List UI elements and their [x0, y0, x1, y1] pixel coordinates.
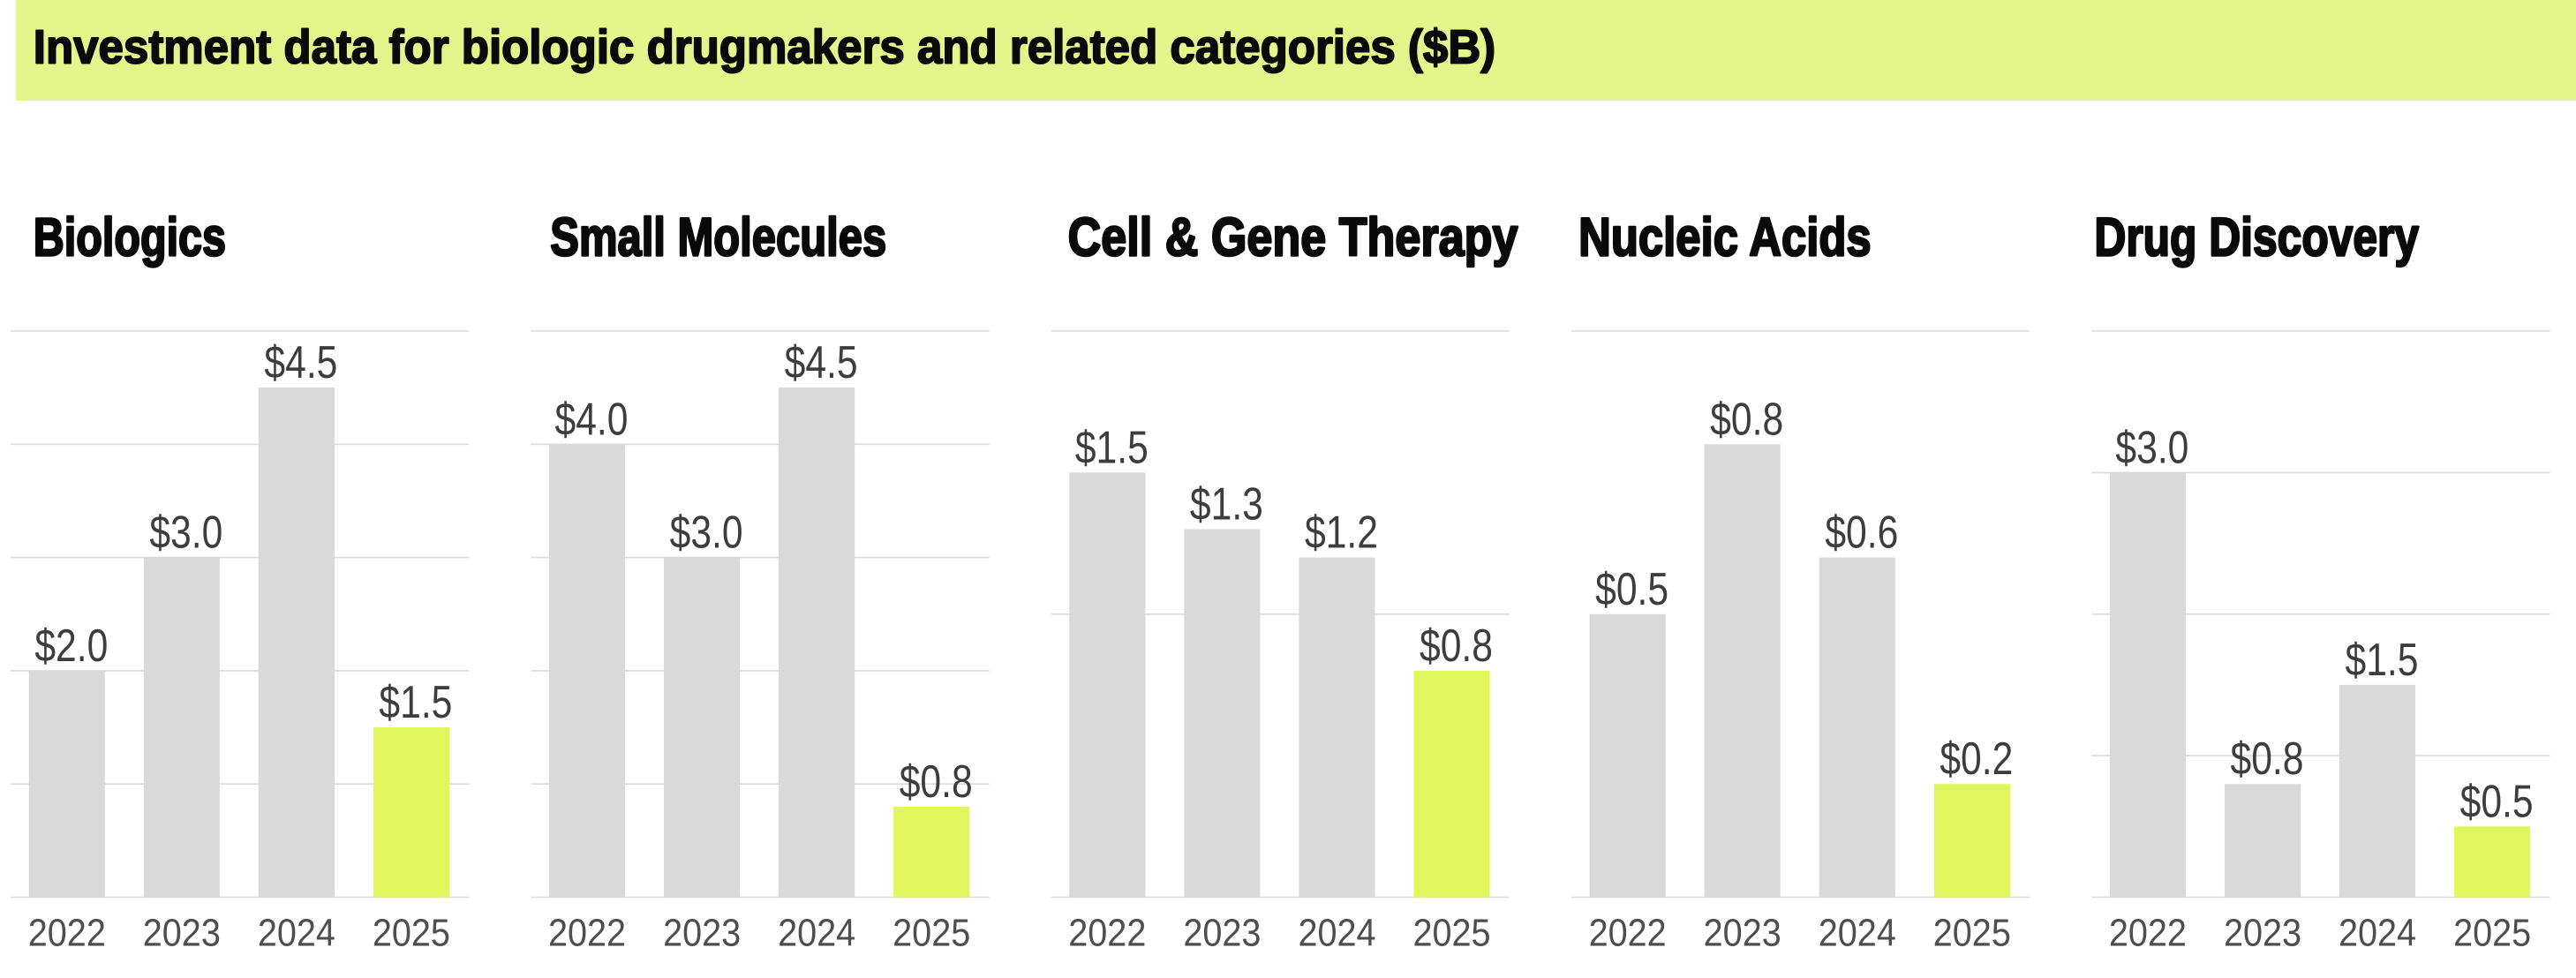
svg-text:$0.8: $0.8 [900, 756, 973, 808]
svg-text:2022: 2022 [28, 910, 106, 953]
svg-text:$0.5: $0.5 [1595, 564, 1668, 615]
svg-text:$0.8: $0.8 [1420, 621, 1493, 672]
svg-text:2025: 2025 [893, 910, 970, 953]
svg-text:2025: 2025 [2453, 910, 2531, 953]
svg-text:2022: 2022 [2109, 910, 2187, 953]
svg-text:$1.5: $1.5 [2346, 635, 2419, 686]
svg-text:$3.0: $3.0 [149, 508, 222, 559]
svg-text:2023: 2023 [2224, 910, 2301, 953]
svg-text:$3.0: $3.0 [670, 508, 743, 559]
svg-text:2022: 2022 [1589, 910, 1667, 953]
svg-text:2023: 2023 [1704, 910, 1781, 953]
svg-text:2025: 2025 [1933, 910, 2011, 953]
svg-text:$4.0: $4.0 [555, 394, 629, 445]
svg-text:Investment data for biologic d: Investment data for biologic drugmakers … [34, 20, 1495, 74]
svg-text:Nucleic Acids: Nucleic Acids [1578, 207, 1872, 267]
svg-text:$0.5: $0.5 [2460, 776, 2534, 827]
svg-text:$4.5: $4.5 [264, 337, 337, 388]
svg-text:2025: 2025 [1412, 910, 1490, 953]
svg-text:2022: 2022 [1068, 910, 1146, 953]
svg-text:Small Molecules: Small Molecules [550, 207, 886, 267]
svg-text:Cell & Gene Therapy: Cell & Gene Therapy [1068, 207, 1518, 267]
svg-text:$1.2: $1.2 [1305, 508, 1378, 559]
svg-text:$4.5: $4.5 [785, 337, 858, 388]
svg-text:2024: 2024 [778, 910, 855, 953]
svg-text:Drug Discovery: Drug Discovery [2094, 206, 2419, 267]
svg-text:2023: 2023 [663, 910, 741, 953]
svg-text:$0.8: $0.8 [2231, 734, 2304, 785]
svg-text:2023: 2023 [1183, 910, 1261, 953]
svg-text:$0.8: $0.8 [1710, 394, 1783, 445]
svg-text:$0.2: $0.2 [1940, 734, 2013, 785]
svg-text:2024: 2024 [1819, 910, 1896, 953]
svg-text:2024: 2024 [258, 910, 335, 953]
svg-text:$1.3: $1.3 [1190, 479, 1263, 530]
svg-text:2022: 2022 [548, 910, 626, 953]
svg-text:2025: 2025 [373, 910, 450, 953]
svg-text:2023: 2023 [143, 910, 221, 953]
svg-text:$0.6: $0.6 [1825, 508, 1898, 559]
svg-text:$1.5: $1.5 [379, 677, 452, 728]
svg-text:Biologics: Biologics [34, 207, 226, 267]
svg-text:$2.0: $2.0 [34, 621, 108, 672]
svg-text:2024: 2024 [2339, 910, 2416, 953]
svg-text:$1.5: $1.5 [1075, 422, 1149, 473]
svg-text:2024: 2024 [1298, 910, 1375, 953]
svg-text:$3.0: $3.0 [2115, 422, 2188, 473]
